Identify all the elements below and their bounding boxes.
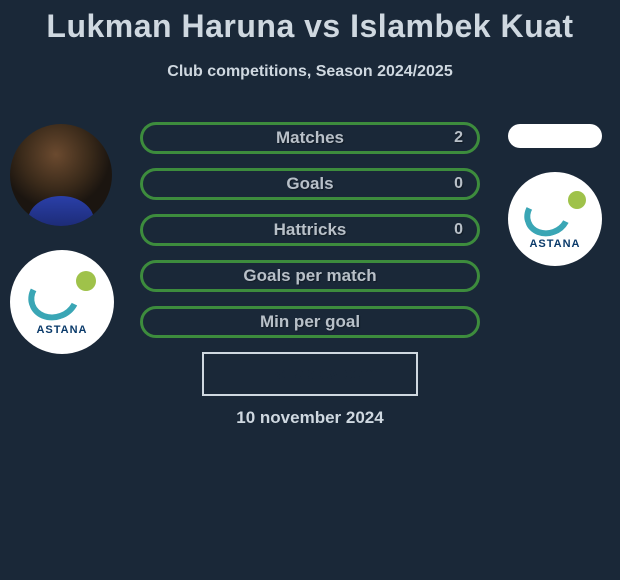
stat-label: Matches: [276, 128, 344, 148]
stat-label: Goals per match: [243, 266, 376, 286]
stat-row: Goals 0: [140, 168, 480, 200]
stat-value-right: 2: [454, 129, 463, 147]
comparison-bars: Matches 2 Goals 0 Hattricks 0 Goals per match M…: [140, 122, 480, 338]
club-name: ASTANA: [24, 324, 101, 336]
right-pill: [508, 124, 602, 148]
subtitle: Club competitions, Season 2024/2025: [0, 63, 620, 81]
brand-text: FcTables.com: [266, 364, 378, 384]
stat-row: Goals per match: [140, 260, 480, 292]
stat-label: Min per goal: [260, 312, 360, 332]
page-title: Lukman Haruna vs Islambek Kuat: [0, 0, 620, 45]
stat-row: Matches 2: [140, 122, 480, 154]
brand-box: FcTables.com: [202, 352, 418, 396]
left-club-logo: ASTANA: [10, 250, 114, 354]
left-avatar-column: ASTANA: [10, 124, 114, 354]
stat-label: Hattricks: [274, 220, 347, 240]
stat-value-right: 0: [454, 175, 463, 193]
stat-row: Min per goal: [140, 306, 480, 338]
astana-logo-icon: ASTANA: [520, 184, 590, 254]
astana-logo-icon: ASTANA: [24, 264, 101, 341]
stat-row: Hattricks 0: [140, 214, 480, 246]
right-avatar-column: ASTANA: [508, 124, 602, 266]
bar-chart-icon: [242, 365, 262, 383]
club-name: ASTANA: [520, 238, 590, 250]
player-avatar: [10, 124, 112, 226]
stat-label: Goals: [286, 174, 333, 194]
stat-value-right: 0: [454, 221, 463, 239]
date-line: 10 november 2024: [0, 408, 620, 428]
right-club-logo: ASTANA: [508, 172, 602, 266]
